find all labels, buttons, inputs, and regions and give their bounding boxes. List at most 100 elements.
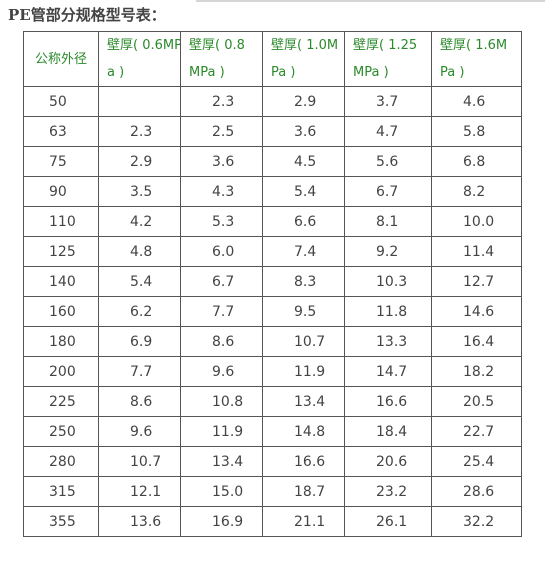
cell-wall-1.25mpa: 16.6 (344, 386, 432, 417)
cell-nominal-diameter: 160 (23, 296, 99, 327)
cell-wall-0.8mpa: 15.0 (180, 476, 263, 507)
table-row: 225 8.6 10.8 13.4 16.6 20.5 (23, 386, 522, 417)
cell-wall-1.25mpa: 8.1 (344, 206, 432, 237)
cell-wall-0.6mpa: 12.1 (98, 476, 181, 507)
cell-nominal-diameter: 355 (23, 506, 99, 537)
cell-wall-1.25mpa: 5.6 (344, 146, 432, 177)
cell-wall-1.6mpa: 18.2 (431, 356, 522, 387)
cell-wall-0.8mpa: 2.3 (180, 86, 263, 117)
table-row: 315 12.1 15.0 18.7 23.2 28.6 (23, 476, 522, 507)
cell-wall-1.0mpa: 5.4 (262, 176, 345, 207)
cell-wall-1.0mpa: 8.3 (262, 266, 345, 297)
cell-wall-0.8mpa: 7.7 (180, 296, 263, 327)
cell-wall-1.25mpa: 9.2 (344, 236, 432, 267)
cell-nominal-diameter: 140 (23, 266, 99, 297)
cell-wall-1.6mpa: 12.7 (431, 266, 522, 297)
cell-nominal-diameter: 75 (23, 146, 99, 177)
cell-nominal-diameter: 125 (23, 236, 99, 267)
cell-nominal-diameter: 225 (23, 386, 99, 417)
cell-wall-1.0mpa: 11.9 (262, 356, 345, 387)
cell-wall-1.25mpa: 18.4 (344, 416, 432, 447)
cell-wall-0.6mpa: 4.8 (98, 236, 181, 267)
cell-nominal-diameter: 50 (23, 86, 99, 117)
cell-wall-1.25mpa: 13.3 (344, 326, 432, 357)
cell-wall-1.0mpa: 7.4 (262, 236, 345, 267)
cell-wall-1.6mpa: 14.6 (431, 296, 522, 327)
cell-wall-0.6mpa: 3.5 (98, 176, 181, 207)
cell-wall-1.0mpa: 13.4 (262, 386, 345, 417)
cell-nominal-diameter: 90 (23, 176, 99, 207)
cell-wall-1.25mpa: 14.7 (344, 356, 432, 387)
table-row: 280 10.7 13.4 16.6 20.6 25.4 (23, 446, 522, 477)
cell-wall-1.25mpa: 3.7 (344, 86, 432, 117)
cell-wall-0.6mpa: 4.2 (98, 206, 181, 237)
cell-wall-0.6mpa: 10.7 (98, 446, 181, 477)
cell-nominal-diameter: 315 (23, 476, 99, 507)
table-row: 160 6.2 7.7 9.5 11.8 14.6 (23, 296, 522, 327)
cell-wall-0.6mpa (98, 86, 181, 117)
cell-wall-0.8mpa: 11.9 (180, 416, 263, 447)
cell-wall-0.8mpa: 16.9 (180, 506, 263, 537)
table-row: 140 5.4 6.7 8.3 10.3 12.7 (23, 266, 522, 297)
cell-wall-1.6mpa: 28.6 (431, 476, 522, 507)
cell-wall-1.6mpa: 11.4 (431, 236, 522, 267)
table-row: 50 2.3 2.9 3.7 4.6 (23, 86, 522, 117)
page-title: PE管部分规格型号表： (8, 6, 166, 24)
cell-wall-1.0mpa: 2.9 (262, 86, 345, 117)
cell-wall-1.25mpa: 6.7 (344, 176, 432, 207)
header-wall-1.25mpa: 壁厚( 1.25 MPa ) (344, 31, 432, 87)
pe-pipe-spec-table: 公称外径 壁厚( 0.6MP a ) 壁厚( 0.8 MPa ) 壁厚( 1.0… (23, 31, 522, 537)
table-row: 125 4.8 6.0 7.4 9.2 11.4 (23, 236, 522, 267)
cell-wall-1.0mpa: 21.1 (262, 506, 345, 537)
table-row: 200 7.7 9.6 11.9 14.7 18.2 (23, 356, 522, 387)
cell-wall-0.6mpa: 2.9 (98, 146, 181, 177)
table-row: 180 6.9 8.6 10.7 13.3 16.4 (23, 326, 522, 357)
cell-wall-1.0mpa: 14.8 (262, 416, 345, 447)
cell-wall-0.6mpa: 2.3 (98, 116, 181, 147)
table-body: 50 2.3 2.9 3.7 4.6 63 2.3 2.5 3.6 4.7 5.8 75 2.9 3.6 4… (23, 86, 522, 537)
table-header-row: 公称外径 壁厚( 0.6MP a ) 壁厚( 0.8 MPa ) 壁厚( 1.0… (23, 31, 522, 87)
cell-nominal-diameter: 200 (23, 356, 99, 387)
table-row: 250 9.6 11.9 14.8 18.4 22.7 (23, 416, 522, 447)
header-wall-0.8mpa: 壁厚( 0.8 MPa ) (180, 31, 263, 87)
cell-wall-0.6mpa: 5.4 (98, 266, 181, 297)
cell-wall-1.0mpa: 16.6 (262, 446, 345, 477)
table-row: 75 2.9 3.6 4.5 5.6 6.8 (23, 146, 522, 177)
cell-wall-1.6mpa: 6.8 (431, 146, 522, 177)
cell-wall-1.25mpa: 10.3 (344, 266, 432, 297)
cell-wall-1.25mpa: 26.1 (344, 506, 432, 537)
cell-wall-1.6mpa: 5.8 (431, 116, 522, 147)
cell-wall-1.0mpa: 18.7 (262, 476, 345, 507)
cell-wall-1.6mpa: 20.5 (431, 386, 522, 417)
cell-wall-1.0mpa: 3.6 (262, 116, 345, 147)
cell-wall-1.25mpa: 4.7 (344, 116, 432, 147)
header-wall-1.6mpa: 壁厚( 1.6M Pa ) (431, 31, 522, 87)
cell-wall-0.8mpa: 6.0 (180, 236, 263, 267)
cell-nominal-diameter: 63 (23, 116, 99, 147)
cell-wall-0.6mpa: 6.9 (98, 326, 181, 357)
cell-nominal-diameter: 110 (23, 206, 99, 237)
cell-wall-0.8mpa: 8.6 (180, 326, 263, 357)
cell-wall-0.8mpa: 2.5 (180, 116, 263, 147)
cell-wall-1.0mpa: 10.7 (262, 326, 345, 357)
cell-wall-0.8mpa: 10.8 (180, 386, 263, 417)
table-row: 63 2.3 2.5 3.6 4.7 5.8 (23, 116, 522, 147)
cell-wall-0.8mpa: 4.3 (180, 176, 263, 207)
cell-wall-0.6mpa: 9.6 (98, 416, 181, 447)
cell-nominal-diameter: 280 (23, 446, 99, 477)
table-row: 355 13.6 16.9 21.1 26.1 32.2 (23, 506, 522, 537)
cell-wall-0.6mpa: 7.7 (98, 356, 181, 387)
cell-nominal-diameter: 250 (23, 416, 99, 447)
cell-nominal-diameter: 180 (23, 326, 99, 357)
header-wall-1.0mpa: 壁厚( 1.0M Pa ) (262, 31, 345, 87)
cell-wall-1.6mpa: 8.2 (431, 176, 522, 207)
cell-wall-1.0mpa: 9.5 (262, 296, 345, 327)
top-divider-line (196, 0, 545, 2)
cell-wall-1.0mpa: 6.6 (262, 206, 345, 237)
cell-wall-1.25mpa: 11.8 (344, 296, 432, 327)
header-wall-0.6mpa: 壁厚( 0.6MP a ) (98, 31, 181, 87)
cell-wall-0.6mpa: 13.6 (98, 506, 181, 537)
cell-wall-0.8mpa: 9.6 (180, 356, 263, 387)
cell-wall-1.6mpa: 25.4 (431, 446, 522, 477)
table-row: 110 4.2 5.3 6.6 8.1 10.0 (23, 206, 522, 237)
